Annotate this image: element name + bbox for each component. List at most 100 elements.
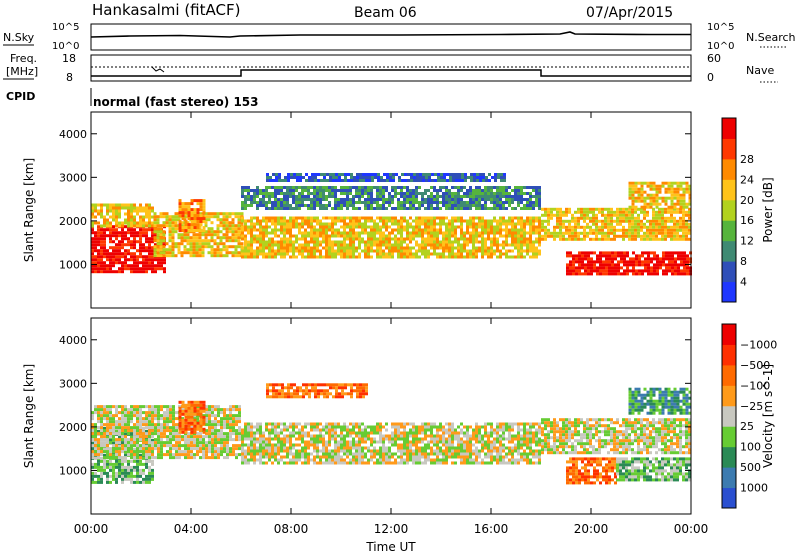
echo-cell: [160, 453, 163, 457]
echo-cell: [511, 243, 514, 247]
echo-cell: [358, 240, 361, 244]
echo-cell: [659, 263, 662, 267]
echo-cell: [532, 186, 535, 189]
echo-cell: [667, 196, 671, 200]
echo-cell: [166, 444, 169, 448]
echo-cell: [637, 213, 640, 217]
echo-cell: [658, 216, 661, 220]
echo-cell: [337, 252, 340, 256]
echo-cell: [481, 222, 484, 226]
echo-cell: [332, 176, 335, 179]
echo-cell: [463, 249, 466, 253]
echo-cell: [109, 474, 112, 478]
echo-cell: [569, 266, 572, 270]
echo-cell: [229, 411, 232, 415]
echo-cell: [168, 218, 172, 222]
echo-cell: [214, 444, 217, 448]
echo-cell: [211, 432, 214, 436]
echo-cell: [115, 465, 118, 469]
echo-cell: [178, 405, 181, 409]
echo-cell: [391, 198, 394, 201]
echo-cell: [151, 215, 154, 219]
echo-cell: [508, 204, 511, 207]
echo-cell: [406, 255, 409, 259]
echo-cell: [187, 450, 190, 454]
echo-cell: [168, 221, 172, 225]
echo-cell: [207, 227, 211, 231]
echo-cell: [574, 228, 577, 232]
echo-cell: [653, 266, 656, 270]
echo-cell: [130, 224, 133, 228]
echo-cell: [106, 218, 109, 222]
echo-cell: [159, 212, 163, 216]
echo-cell: [220, 444, 223, 448]
echo-cell: [379, 219, 382, 223]
echo-cell: [151, 252, 154, 256]
echo-cell: [241, 255, 244, 259]
echo-cell: [115, 471, 118, 475]
echo-cell: [613, 210, 616, 214]
echo-cell: [349, 231, 352, 235]
echo-cell: [91, 447, 94, 451]
echo-cell: [97, 474, 100, 478]
echo-cell: [325, 252, 328, 256]
echo-cell: [193, 447, 196, 451]
echo-cell: [168, 227, 172, 231]
echo-cell: [442, 249, 445, 253]
echo-cell: [322, 222, 325, 226]
echo-cell: [574, 231, 577, 235]
echo-cell: [295, 216, 298, 220]
echo-cell: [430, 231, 433, 235]
echo-cell: [550, 216, 553, 220]
echo-cell: [154, 267, 157, 271]
echo-cell: [219, 224, 223, 228]
echo-cell: [198, 239, 202, 243]
echo-cell: [667, 187, 671, 191]
echo-cell: [271, 201, 274, 204]
echo-cell: [658, 228, 661, 232]
echo-cell: [334, 240, 337, 244]
echo-cell: [198, 212, 202, 216]
echo-cell: [490, 225, 493, 229]
echo-cell: [511, 249, 514, 253]
echo-cell: [562, 213, 565, 217]
echo-cell: [148, 411, 151, 415]
echo-cell: [124, 456, 127, 460]
echo-cell: [232, 447, 235, 451]
echo-cell: [376, 207, 379, 210]
echo-cell: [238, 429, 241, 433]
echo-cell: [154, 441, 157, 445]
echo-cell: [133, 206, 136, 210]
echo-cell: [364, 246, 367, 250]
echo-cell: [424, 231, 427, 235]
echo-cell: [121, 462, 124, 466]
echo-cell: [352, 252, 355, 256]
echo-cell: [153, 227, 157, 231]
echo-cell: [631, 213, 634, 217]
echo-cell: [674, 266, 677, 270]
echo-cell: [571, 228, 574, 232]
echo-cell: [97, 447, 100, 451]
echo-cell: [385, 216, 388, 220]
echo-cell: [608, 263, 611, 267]
echo-cell: [553, 237, 556, 241]
echo-cell: [382, 231, 385, 235]
echo-cell: [160, 426, 163, 430]
echo-cell: [314, 176, 317, 179]
echo-cell: [451, 243, 454, 247]
echo-cell: [556, 225, 559, 229]
echo-cell: [127, 474, 130, 478]
echo-cell: [418, 228, 421, 232]
echo-cell: [337, 246, 340, 250]
echo-cell: [355, 201, 358, 204]
velocity-echo-cells: [91, 383, 692, 485]
echo-cell: [286, 201, 289, 204]
echo-cell: [136, 414, 139, 418]
echo-cell: [413, 173, 416, 176]
echo-cell: [472, 198, 475, 201]
echo-cell: [204, 221, 208, 225]
echo-cell: [139, 215, 142, 219]
echo-cell: [112, 453, 115, 457]
echo-cell: [331, 246, 334, 250]
echo-cell: [499, 225, 502, 229]
